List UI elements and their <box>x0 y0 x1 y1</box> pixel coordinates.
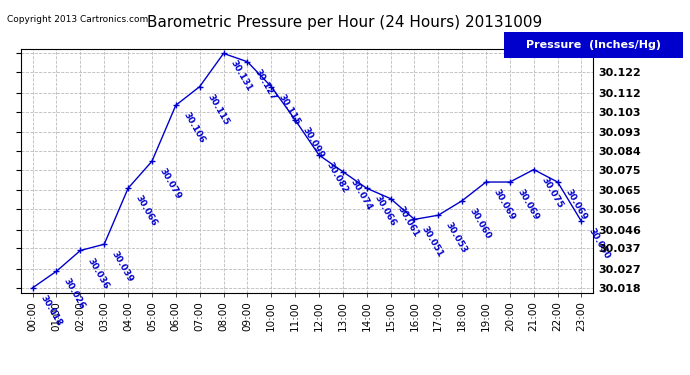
Text: Pressure  (Inches/Hg): Pressure (Inches/Hg) <box>526 40 661 50</box>
Text: 30.127: 30.127 <box>253 67 278 102</box>
Text: 30.053: 30.053 <box>444 221 469 255</box>
Text: Copyright 2013 Cartronics.com: Copyright 2013 Cartronics.com <box>7 15 148 24</box>
Text: 30.106: 30.106 <box>181 111 206 145</box>
Text: 30.069: 30.069 <box>491 188 517 222</box>
Text: 30.074: 30.074 <box>348 177 373 212</box>
Text: 30.079: 30.079 <box>157 167 183 201</box>
Text: 30.066: 30.066 <box>134 194 159 228</box>
Text: 30.066: 30.066 <box>373 194 397 228</box>
Text: 30.051: 30.051 <box>420 225 445 259</box>
Text: 30.115: 30.115 <box>277 92 302 126</box>
Text: 30.069: 30.069 <box>563 188 588 222</box>
Text: 30.061: 30.061 <box>396 204 421 238</box>
Text: 30.018: 30.018 <box>38 293 63 328</box>
Text: 30.050: 30.050 <box>587 227 612 261</box>
Text: 30.082: 30.082 <box>324 160 350 195</box>
Text: Barometric Pressure per Hour (24 Hours) 20131009: Barometric Pressure per Hour (24 Hours) … <box>148 15 542 30</box>
Text: 30.069: 30.069 <box>515 188 540 222</box>
Text: 30.099: 30.099 <box>301 125 326 160</box>
Text: 30.026: 30.026 <box>62 277 87 311</box>
Text: 30.036: 30.036 <box>86 256 111 290</box>
Text: 30.115: 30.115 <box>205 92 230 126</box>
Text: 30.075: 30.075 <box>540 175 564 210</box>
Text: 30.131: 30.131 <box>229 59 254 93</box>
Text: 30.060: 30.060 <box>468 206 493 240</box>
Text: 30.039: 30.039 <box>110 250 135 284</box>
